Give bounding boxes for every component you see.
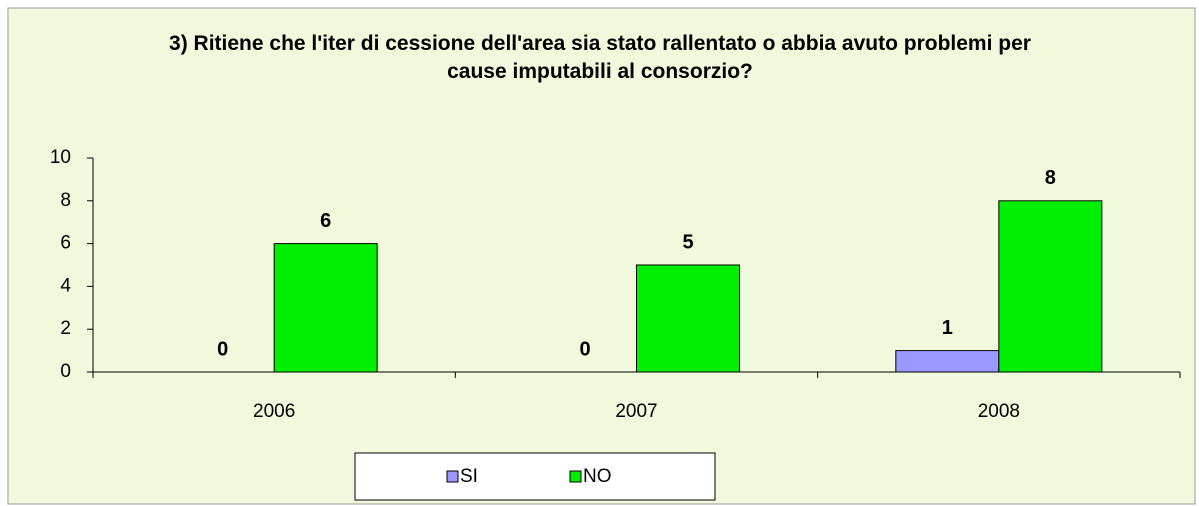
legend-box: [354, 452, 716, 501]
bar: [895, 350, 1000, 373]
x-tick-label: 2008: [978, 401, 1020, 422]
y-tick-label: 10: [50, 147, 71, 168]
legend-swatch: [446, 470, 459, 483]
legend-swatch: [569, 470, 582, 483]
data-label: 6: [320, 210, 331, 232]
y-tick-label: 0: [60, 361, 71, 382]
legend-label: SI: [460, 466, 478, 487]
data-label: 1: [942, 317, 953, 339]
chart-title: 3) Ritiene che l'iter di cessione dell'a…: [169, 32, 1031, 83]
y-tick-label: 6: [60, 233, 71, 254]
data-label: 0: [579, 338, 590, 360]
legend-label: NO: [583, 466, 612, 487]
y-tick-label: 8: [60, 190, 71, 211]
data-label: 5: [682, 231, 693, 253]
bar: [273, 243, 378, 373]
x-tick-label: 2007: [615, 401, 657, 422]
bar: [998, 200, 1103, 373]
bar: [636, 264, 740, 373]
x-tick-label: 2006: [253, 401, 295, 422]
data-label: 0: [217, 338, 228, 360]
y-tick-label: 2: [60, 318, 71, 339]
chart-background: [7, 7, 1196, 505]
y-tick-label: 4: [60, 275, 71, 296]
data-label: 8: [1045, 167, 1056, 189]
